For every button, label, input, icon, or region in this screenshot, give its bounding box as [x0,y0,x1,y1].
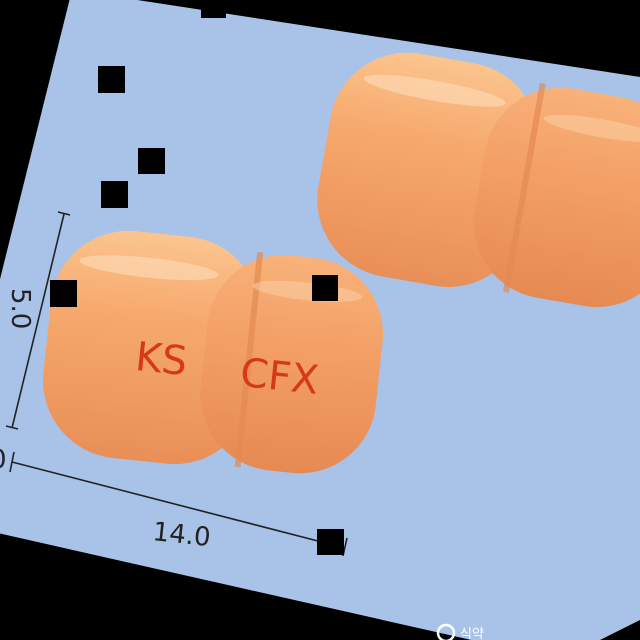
capsule-back-body [473,87,640,308]
partial-label: 0 [0,445,7,475]
width-label: 14.0 [151,517,212,553]
capsule-back [317,52,640,308]
redaction-square [201,0,226,18]
redaction-square [312,275,338,301]
redaction-square [101,181,128,208]
imprint-right: CFX [238,350,321,404]
redaction-square [317,529,344,555]
watermark-text: 식약 [460,627,484,640]
capsule-front: KS CFX [43,230,383,474]
width-dimension: 14.0 0 [0,445,348,557]
capsule-front-body [200,255,383,474]
redaction-square [98,66,125,93]
redaction-square [50,280,77,307]
watermark-logo: 식약 [436,623,484,640]
imprint-left: KS [133,334,189,385]
height-label: 5.0 [5,288,35,329]
redaction-square [138,148,165,174]
height-dimension: 5.0 [5,211,71,430]
